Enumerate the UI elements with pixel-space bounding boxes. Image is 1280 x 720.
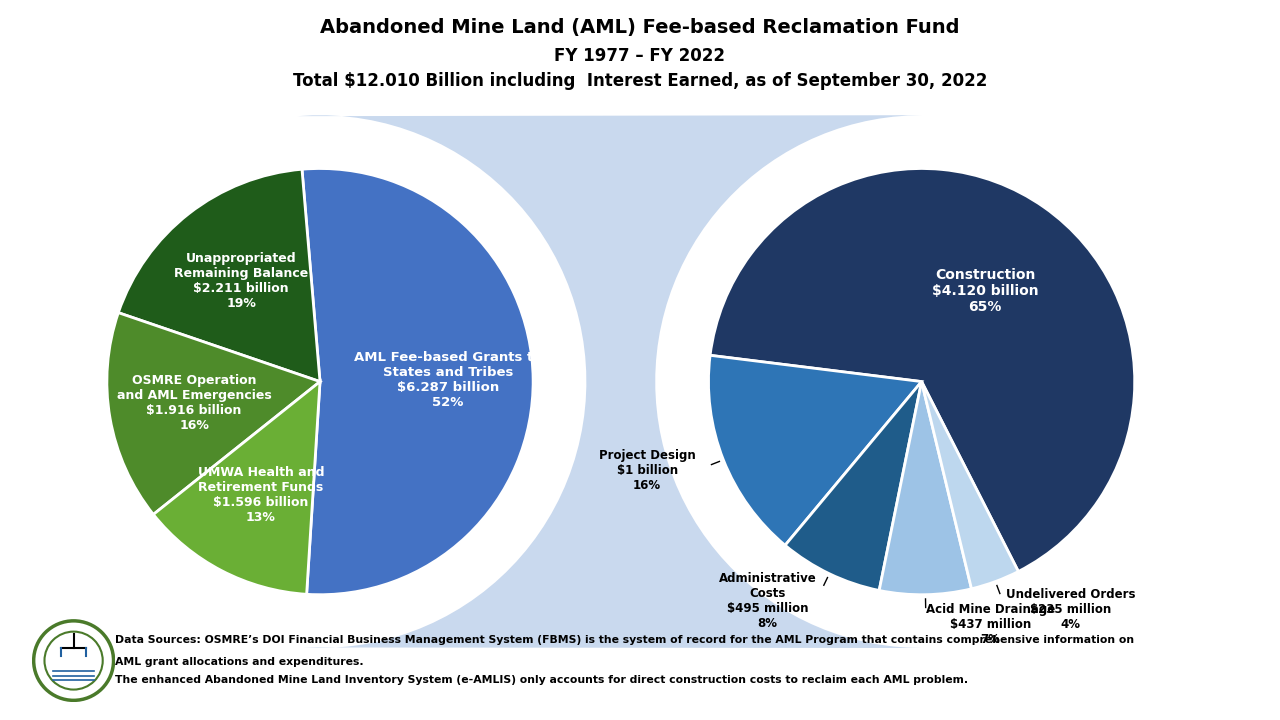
Text: FY 1977 – FY 2022: FY 1977 – FY 2022 xyxy=(554,47,726,65)
Text: Data Sources: OSMRE’s DOI Financial Business Management System (FBMS) is the sys: Data Sources: OSMRE’s DOI Financial Busi… xyxy=(115,635,1134,645)
Wedge shape xyxy=(118,169,320,382)
Text: Undelivered Orders
$235 million
4%: Undelivered Orders $235 million 4% xyxy=(1006,588,1135,631)
Wedge shape xyxy=(785,382,922,590)
Text: Acid Mine Drainage
$437 million
7%: Acid Mine Drainage $437 million 7% xyxy=(925,603,1055,646)
Wedge shape xyxy=(302,168,532,595)
Wedge shape xyxy=(879,382,972,595)
Wedge shape xyxy=(154,382,320,594)
Text: Administrative
Costs
$495 million
8%: Administrative Costs $495 million 8% xyxy=(718,572,817,629)
Wedge shape xyxy=(709,355,922,545)
Text: Total $12.010 Billion including  Interest Earned, as of September 30, 2022: Total $12.010 Billion including Interest… xyxy=(293,72,987,90)
Text: UMWA Health and
Retirement Funds
$1.596 billion
13%: UMWA Health and Retirement Funds $1.596 … xyxy=(197,466,324,524)
Wedge shape xyxy=(710,168,1134,572)
Text: Unappropriated
Remaining Balance
$2.211 billion
19%: Unappropriated Remaining Balance $2.211 … xyxy=(174,252,308,310)
Text: OSMRE Operation
and AML Emergencies
$1.916 billion
16%: OSMRE Operation and AML Emergencies $1.9… xyxy=(116,374,271,433)
Text: AML Fee-based Grants to
States and Tribes
$6.287 billion
52%: AML Fee-based Grants to States and Tribe… xyxy=(353,351,543,409)
Text: Project Design
$1 billion
16%: Project Design $1 billion 16% xyxy=(599,449,695,492)
Text: The enhanced Abandoned Mine Land Inventory System (e-AMLIS) only accounts for di: The enhanced Abandoned Mine Land Invento… xyxy=(115,675,969,685)
Text: Construction
$4.120 billion
65%: Construction $4.120 billion 65% xyxy=(932,268,1038,314)
Text: AML grant allocations and expenditures.: AML grant allocations and expenditures. xyxy=(115,657,364,667)
Wedge shape xyxy=(108,312,320,515)
Text: Abandoned Mine Land (AML) Fee-based Reclamation Fund: Abandoned Mine Land (AML) Fee-based Recl… xyxy=(320,18,960,37)
Wedge shape xyxy=(922,382,1019,589)
